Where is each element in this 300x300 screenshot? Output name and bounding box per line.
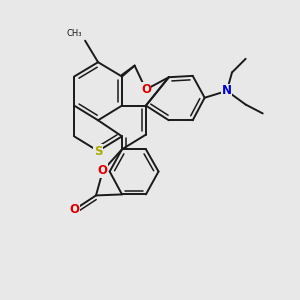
Text: CH₃: CH₃ xyxy=(66,29,82,38)
Text: S: S xyxy=(94,145,102,158)
Text: O: O xyxy=(141,83,151,96)
Text: N: N xyxy=(222,84,232,98)
Text: O: O xyxy=(98,164,108,177)
Text: O: O xyxy=(69,203,79,216)
